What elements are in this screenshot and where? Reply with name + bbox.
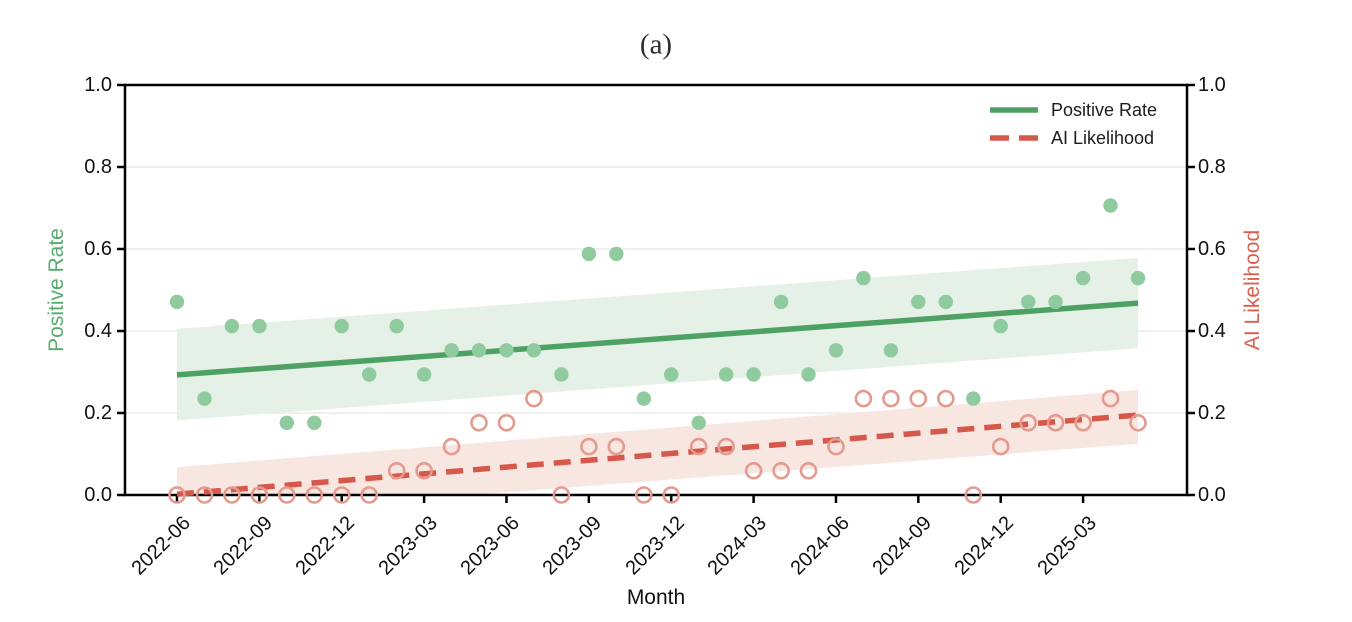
scatter-point-positive-rate: [636, 391, 651, 406]
axes-spines: [123, 83, 1189, 497]
scatter-point-positive-rate: [444, 343, 459, 358]
scatter-point-positive-rate: [224, 318, 240, 334]
scatter-point-ai-likelihood: [936, 389, 955, 408]
scatter-point-positive-rate: [883, 343, 899, 358]
scatter-point-ai-likelihood: [689, 437, 708, 456]
chart-title: (a): [639, 28, 673, 61]
scatter-point-positive-rate: [609, 246, 624, 262]
y-tick-label-right: 1.0: [1198, 74, 1226, 96]
scatter-point-positive-rate: [1075, 270, 1091, 286]
scatter-point-ai-likelihood: [305, 486, 324, 504]
scatter-point-ai-likelihood: [634, 486, 653, 504]
y-tick-label-left: 0.6: [84, 238, 112, 260]
scatter-point-ai-likelihood: [1101, 389, 1120, 408]
scatter-point-positive-rate: [801, 367, 816, 382]
y-tick-label-right: 0.8: [1198, 156, 1226, 178]
scatter-point-ai-likelihood: [827, 437, 845, 456]
y-tick-label-left: 0.0: [84, 484, 112, 506]
scatter-point-positive-rate: [1048, 294, 1063, 310]
scatter-point-positive-rate: [526, 343, 542, 358]
scatter-point-positive-rate: [1130, 270, 1146, 286]
scatter-point-positive-rate: [362, 367, 377, 382]
scatter-point-ai-likelihood: [744, 461, 763, 480]
scatter-point-positive-rate: [416, 367, 432, 382]
legend: Positive Rate AI Likelihood: [990, 96, 1157, 152]
scatter-point-positive-rate: [471, 343, 487, 358]
scatter-point-ai-likelihood: [882, 389, 900, 408]
scatter-point-positive-rate: [828, 343, 844, 358]
scatter-point-positive-rate: [169, 294, 185, 310]
scatter-point-ai-likelihood: [525, 389, 543, 408]
scatter-point-ai-likelihood: [552, 486, 571, 504]
scatter-point-ai-likelihood: [277, 486, 296, 504]
scatter-point-positive-rate: [746, 367, 761, 382]
scatter-point-positive-rate: [197, 391, 212, 406]
x-axis-label: Month: [626, 586, 686, 609]
scatter-point-ai-likelihood: [1046, 413, 1065, 432]
scatter-point-ai-likelihood: [442, 437, 461, 456]
scatter-point-positive-rate: [307, 415, 322, 430]
scatter-point-positive-rate: [911, 294, 926, 310]
scatter-point-positive-rate: [664, 367, 679, 382]
scatter-point-ai-likelihood: [168, 486, 186, 504]
legend-item-ai-likelihood: AI Likelihood: [990, 124, 1157, 152]
y-axis-label-left: Positive Rate: [45, 228, 68, 352]
y-tick-label-left: 1.0: [84, 74, 112, 96]
scatter-point-ai-likelihood: [964, 486, 983, 504]
legend-swatch-solid-line-icon: [990, 107, 1038, 113]
y-tick-label-right: 0.2: [1198, 402, 1226, 424]
scatter-point-positive-rate: [718, 367, 734, 382]
scatter-point-ai-likelihood: [332, 486, 351, 504]
scatter-point-ai-likelihood: [991, 437, 1010, 456]
y-tick-label-right: 0.4: [1198, 320, 1226, 342]
scatter-point-ai-likelihood: [799, 461, 818, 480]
scatter-point-ai-likelihood: [607, 437, 626, 456]
scatter-point-ai-likelihood: [415, 461, 433, 480]
scatter-point-positive-rate: [499, 343, 514, 358]
scatter-point-ai-likelihood: [1074, 413, 1092, 432]
scatter-point-ai-likelihood: [360, 486, 379, 504]
y-tick-label-left: 0.4: [84, 320, 112, 342]
scatter-point-ai-likelihood: [195, 486, 214, 504]
scatter-point-ai-likelihood: [772, 461, 790, 480]
scatter-point-positive-rate: [389, 318, 404, 334]
scatter-point-ai-likelihood: [909, 389, 928, 408]
scatter-point-ai-likelihood: [497, 413, 516, 432]
scatter-point-positive-rate: [1020, 294, 1036, 310]
scatter-point-ai-likelihood: [1019, 413, 1037, 432]
scatter-point-ai-likelihood: [250, 486, 269, 504]
scatter-point-ai-likelihood: [717, 437, 735, 456]
scatter-point-ai-likelihood: [854, 389, 873, 408]
y-tick-label-left: 0.2: [84, 402, 112, 424]
y-tick-label-left: 0.8: [84, 156, 112, 178]
scatter-point-positive-rate: [279, 415, 294, 430]
scatter-point-ai-likelihood: [470, 413, 488, 432]
scatter-point-positive-rate: [773, 294, 789, 310]
scatter-point-positive-rate: [993, 318, 1008, 334]
scatter-point-positive-rate: [1103, 198, 1118, 213]
scatter-point-positive-rate: [334, 318, 349, 334]
scatter-point-positive-rate: [581, 246, 597, 262]
trend-line-positive-rate: [176, 300, 1139, 378]
legend-label-ai-likelihood: AI Likelihood: [1051, 127, 1155, 148]
y-tick-label-right: 0.0: [1198, 484, 1226, 506]
scatter-point-positive-rate: [856, 270, 871, 286]
y-axis-label-right: AI Likelihood: [1241, 229, 1264, 351]
scatter-point-positive-rate: [252, 318, 267, 334]
scatter-point-ai-likelihood: [387, 461, 406, 480]
scatter-point-positive-rate: [691, 415, 706, 430]
scatter-point-positive-rate: [966, 391, 981, 406]
scatter-point-positive-rate: [554, 367, 569, 382]
scatter-point-ai-likelihood: [1129, 413, 1147, 432]
scatter-point-ai-likelihood: [580, 437, 598, 456]
scatter-point-positive-rate: [938, 294, 953, 310]
legend-swatch-dashed-line-icon: [990, 135, 1038, 141]
scatter-point-ai-likelihood: [223, 486, 241, 504]
scatter-point-ai-likelihood: [662, 486, 681, 504]
y-tick-label-right: 0.6: [1198, 238, 1226, 260]
legend-item-positive-rate: Positive Rate: [990, 96, 1157, 124]
legend-label-positive-rate: Positive Rate: [1051, 99, 1158, 120]
